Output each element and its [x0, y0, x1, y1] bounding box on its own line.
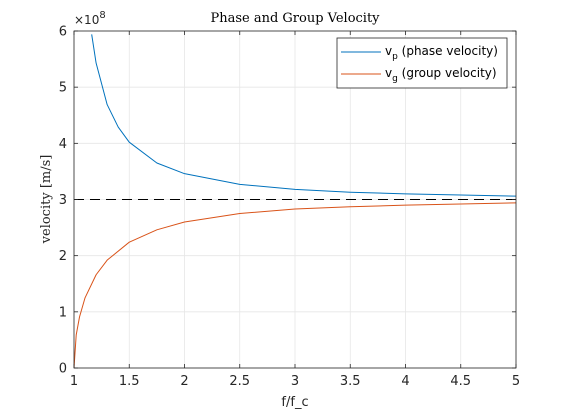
- y-tick-label: 3: [59, 193, 67, 208]
- legend-box: [336, 37, 508, 89]
- y-exponent-power: 8: [99, 10, 105, 21]
- legend-label-group-rest: (group velocity): [398, 66, 497, 80]
- legend-label-phase: vp (phase velocity): [385, 44, 498, 62]
- legend-label-phase-rest: (phase velocity): [398, 44, 498, 58]
- legend: vp (phase velocity) vg (group velocity): [336, 37, 508, 89]
- x-tick-label: 2.5: [229, 374, 250, 389]
- x-tick-label: 2: [180, 374, 188, 389]
- x-tick-label: 4: [401, 374, 409, 389]
- x-tick-label: 3.5: [340, 374, 361, 389]
- legend-label-group: vg (group velocity): [385, 66, 497, 84]
- chart-title: Phase and Group Velocity: [210, 11, 380, 26]
- legend-label-phase-sub: p: [392, 52, 398, 62]
- y-axis-label: velocity [m/s]: [39, 155, 54, 245]
- y-tick-label: 0: [59, 362, 67, 377]
- y-exponent: ×108: [74, 10, 106, 27]
- y-tick-label: 4: [59, 137, 67, 152]
- series-line-group-velocity: [73, 202, 517, 369]
- series-layer: [73, 34, 517, 369]
- legend-label-group-main: v: [385, 66, 392, 80]
- x-tick-label: 4.5: [450, 374, 471, 389]
- x-tick-label: 1: [70, 374, 78, 389]
- x-axis-label: f/f_c: [281, 395, 308, 410]
- x-tick-label: 5: [512, 374, 520, 389]
- legend-label-group-sub: g: [392, 74, 398, 84]
- y-exponent-base: ×10: [74, 13, 99, 27]
- y-tick-label: 5: [59, 81, 67, 96]
- series-line-phase-velocity: [91, 34, 517, 197]
- x-tick-label: 1.5: [119, 374, 140, 389]
- y-tick-label: 6: [59, 25, 67, 40]
- x-tick-label: 3: [291, 374, 299, 389]
- legend-label-phase-main: v: [385, 44, 392, 58]
- y-tick-label: 1: [59, 305, 67, 320]
- y-tick-label: 2: [59, 249, 67, 264]
